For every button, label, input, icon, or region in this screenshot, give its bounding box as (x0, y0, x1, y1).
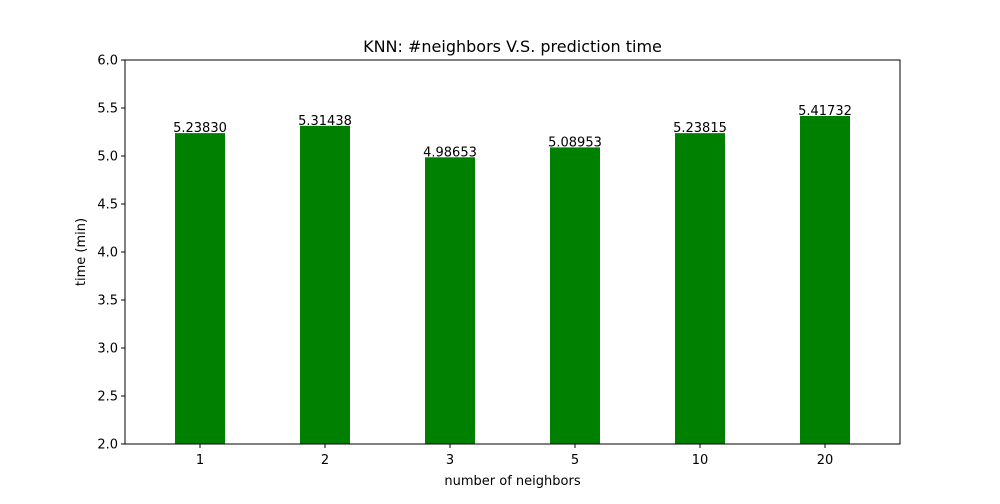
bar-labels-group: 5.23830 5.31438 4.98653 5.08953 5.23815 5.417… (173, 104, 852, 160)
y-tick-label: 5.5 (97, 102, 118, 117)
x-tick-label: 3 (446, 453, 454, 468)
bar-3 (425, 157, 475, 445)
bar-value-label: 5.08953 (548, 135, 602, 150)
y-tick-label: 5.0 (97, 150, 118, 165)
bar-value-label: 5.23830 (173, 121, 227, 136)
y-tick-label: 3.0 (97, 342, 118, 357)
bar-2 (300, 125, 350, 444)
y-ticks-group: 2.0 2.5 3.0 3.5 4.0 4.5 5.0 5.5 6.0 (97, 54, 125, 453)
y-tick-label: 2.5 (97, 390, 118, 405)
bar-5 (550, 147, 600, 444)
x-tick-label: 1 (196, 453, 204, 468)
x-tick-label: 5 (571, 453, 579, 468)
bar-value-label: 4.98653 (423, 145, 477, 160)
y-tick-label: 3.5 (97, 294, 118, 309)
y-tick-label: 4.5 (97, 198, 118, 213)
x-tick-label: 20 (817, 453, 834, 468)
bar-10 (675, 133, 725, 444)
bar-value-label: 5.41732 (798, 104, 852, 119)
x-tick-label: 10 (692, 453, 709, 468)
y-axis-label: time (min) (74, 218, 89, 286)
bar-20 (800, 115, 850, 444)
bar-value-label: 5.23815 (673, 121, 727, 136)
bar-1 (175, 133, 225, 444)
bars-group (175, 115, 850, 445)
x-tick-label: 2 (321, 453, 329, 468)
x-ticks-group: 1 2 3 5 10 20 (196, 444, 833, 468)
x-axis-label: number of neighbors (444, 474, 580, 489)
y-tick-label: 4.0 (97, 246, 118, 261)
y-tick-label: 2.0 (97, 438, 118, 453)
y-tick-label: 6.0 (97, 54, 118, 69)
bar-value-label: 5.31438 (298, 114, 352, 129)
axes-frame (124, 59, 901, 445)
chart-title: KNN: #neighbors V.S. prediction time (363, 37, 662, 56)
